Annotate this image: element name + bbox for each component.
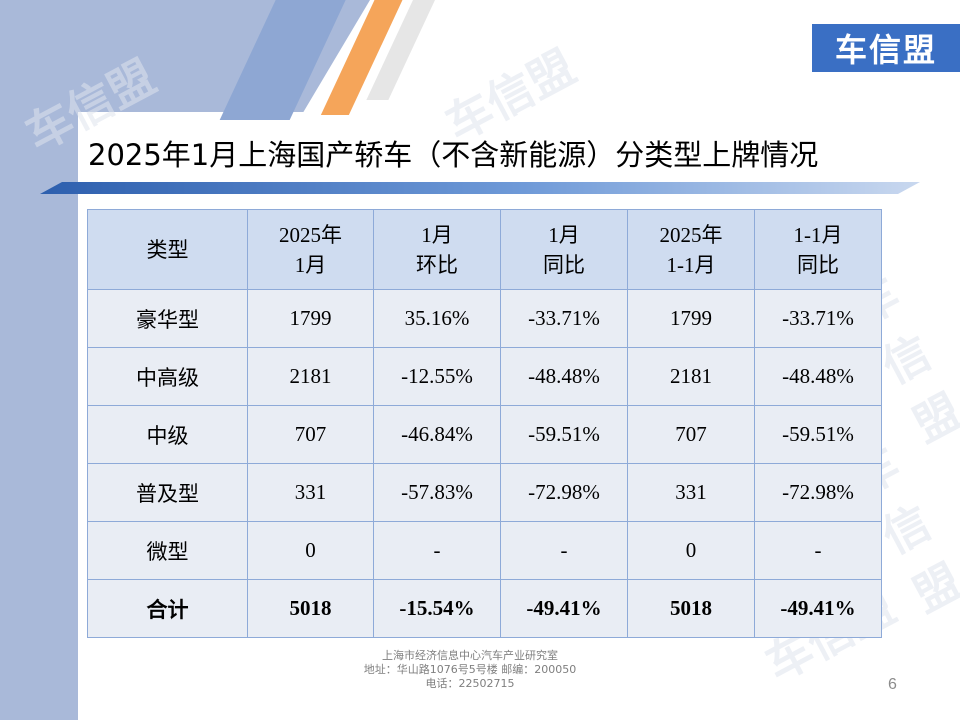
table-cell: 1799 — [627, 289, 755, 348]
table-cell: 5018 — [627, 579, 755, 638]
table-cell: -48.48% — [754, 347, 882, 406]
row-type-cell: 中高级 — [87, 347, 248, 406]
table-cell: -72.98% — [500, 463, 628, 522]
header-month-volume: 2025年 1月 — [247, 209, 374, 290]
row-type-cell: 微型 — [87, 521, 248, 580]
footer-address: 地址：华山路1076号5号楼 邮编：200050 — [363, 663, 577, 676]
table-cell: 707 — [627, 405, 755, 464]
header-ytd-yoy: 1-1月 同比 — [754, 209, 882, 290]
table-cell: -48.48% — [500, 347, 628, 406]
row-type-cell: 中级 — [87, 405, 248, 464]
header-mom: 1月 环比 — [373, 209, 501, 290]
table-cell: - — [373, 521, 501, 580]
table-row: 豪华型 1799 35.16% -33.71% 1799 -33.71% — [87, 289, 882, 348]
table-cell: 2181 — [247, 347, 374, 406]
row-type-cell: 普及型 — [87, 463, 248, 522]
table-cell: 331 — [627, 463, 755, 522]
table-cell: 0 — [627, 521, 755, 580]
table-cell: -57.83% — [373, 463, 501, 522]
table-cell: -49.41% — [500, 579, 628, 638]
table-cell: 5018 — [247, 579, 374, 638]
row-type-cell: 豪华型 — [87, 289, 248, 348]
registration-table: 类型 2025年 1月 1月 环比 1月 同比 2025年 1-1月 1-1月 同比 豪华… — [87, 209, 882, 638]
table-total-row: 合计 5018 -15.54% -49.41% 5018 -49.41% — [87, 579, 882, 638]
table-cell: -33.71% — [754, 289, 882, 348]
table-cell: -12.55% — [373, 347, 501, 406]
table-cell: - — [500, 521, 628, 580]
table-cell: 0 — [247, 521, 374, 580]
footer-contact: 上海市经济信息中心汽车产业研究室 地址：华山路1076号5号楼 邮编：20005… — [340, 649, 600, 691]
table-cell: -49.41% — [754, 579, 882, 638]
table-cell: -15.54% — [373, 579, 501, 638]
table-cell: -72.98% — [754, 463, 882, 522]
table-cell: -46.84% — [373, 405, 501, 464]
brand-logo: 车信盟 — [812, 24, 960, 72]
table-cell: -59.51% — [500, 405, 628, 464]
left-decor-band — [0, 0, 78, 720]
table-cell: 707 — [247, 405, 374, 464]
footer-organization: 上海市经济信息中心汽车产业研究室 — [382, 649, 558, 662]
table-row: 微型 0 - - 0 - — [87, 521, 882, 580]
table-cell: - — [754, 521, 882, 580]
table-cell: -59.51% — [754, 405, 882, 464]
table-cell: 35.16% — [373, 289, 501, 348]
table-cell: 1799 — [247, 289, 374, 348]
footer-phone: 电话：22502715 — [425, 677, 515, 690]
table-cell: 2181 — [627, 347, 755, 406]
header-type: 类型 — [87, 209, 248, 290]
title-underline-bar — [40, 182, 920, 194]
table-header-row: 类型 2025年 1月 1月 环比 1月 同比 2025年 1-1月 1-1月 同比 — [87, 209, 882, 290]
row-type-cell: 合计 — [87, 579, 248, 638]
page-number: 6 — [888, 676, 897, 693]
table-row: 普及型 331 -57.83% -72.98% 331 -72.98% — [87, 463, 882, 522]
table-cell: 331 — [247, 463, 374, 522]
table-row: 中级 707 -46.84% -59.51% 707 -59.51% — [87, 405, 882, 464]
header-ytd-volume: 2025年 1-1月 — [627, 209, 755, 290]
slide-title: 2025年1月上海国产轿车（不含新能源）分类型上牌情况 — [88, 138, 819, 172]
table-row: 中高级 2181 -12.55% -48.48% 2181 -48.48% — [87, 347, 882, 406]
header-yoy: 1月 同比 — [500, 209, 628, 290]
table-cell: -33.71% — [500, 289, 628, 348]
